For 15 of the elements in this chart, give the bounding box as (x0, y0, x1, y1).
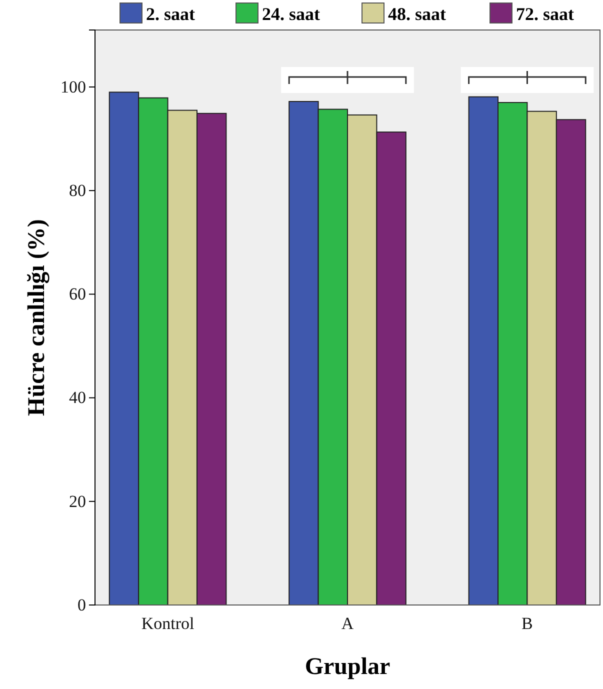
y-tick-label: 40 (69, 388, 86, 408)
x-tick-label: B (522, 614, 533, 634)
y-axis-title: Hücre canlılığı (%) (24, 219, 50, 416)
legend-label: 48. saat (388, 4, 446, 24)
y-tick-label: 80 (69, 181, 86, 200)
legend-label: 24. saat (262, 4, 320, 24)
y-tick-label: 60 (69, 284, 86, 304)
y-tick-label: 20 (69, 492, 86, 511)
y-tick-label: 0 (78, 595, 86, 614)
x-axis-title: Gruplar (304, 654, 391, 680)
x-tick-label: Kontrol (141, 614, 194, 634)
legend-label: 2. saat (146, 4, 196, 24)
y-tick-label: 100 (60, 77, 86, 96)
x-tick-label: A (341, 614, 354, 634)
legend-label: 72. saat (516, 4, 574, 24)
